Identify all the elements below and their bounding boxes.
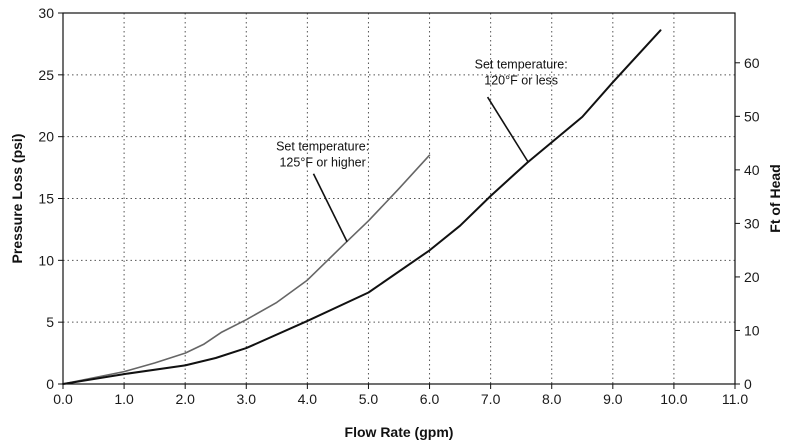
secondary-y-axis-title: Ft of Head	[767, 164, 783, 232]
annotation-line-1: Set temperature:	[475, 58, 568, 72]
series-line-low	[62, 29, 662, 385]
x-axis-title: Flow Rate (gpm)	[345, 424, 454, 440]
y-tick-label: 25	[38, 67, 54, 83]
y-tick-label: 15	[38, 191, 54, 207]
annotation-line-2: 120°F or less	[484, 74, 558, 88]
y-tick-label: 20	[38, 129, 54, 145]
chart-grid	[63, 13, 735, 384]
y-tick-label: 0	[46, 376, 54, 392]
annotation-line-2: 125°F or higher	[279, 155, 365, 169]
chart-ticks: 0.0 1.0 2.0 3.0 4.0 5.0 6.0 7.0 8.0 9.0 10.0 11.005…	[38, 5, 759, 407]
y2-tick-label: 10	[744, 322, 760, 338]
annotation-line-1: Set temperature:	[276, 139, 369, 153]
y-tick-label: 30	[38, 5, 54, 21]
x-tick-label: 0.0	[53, 391, 73, 407]
x-tick-label: 10.0	[660, 391, 687, 407]
y-tick-label: 5	[46, 314, 54, 330]
y-tick-label: 10	[38, 252, 54, 268]
x-tick-label: 9.0	[603, 391, 623, 407]
chart-annotations: Set temperature: 125°F or higher Set tempe…	[276, 58, 568, 243]
x-tick-label: 7.0	[481, 391, 501, 407]
x-tick-label: 11.0	[722, 391, 748, 407]
x-tick-label: 8.0	[542, 391, 562, 407]
y-axis-title: Pressure Loss (psi)	[9, 134, 25, 264]
annotation-leader-line	[486, 96, 530, 164]
y2-tick-label: 40	[744, 162, 760, 178]
x-tick-label: 3.0	[237, 391, 257, 407]
x-tick-label: 2.0	[175, 391, 195, 407]
y2-tick-label: 50	[744, 108, 760, 124]
plot-frame	[62, 12, 736, 385]
y2-tick-label: 20	[744, 269, 760, 285]
y2-tick-label: 0	[744, 376, 752, 392]
series-line-high	[62, 154, 431, 385]
x-tick-label: 4.0	[298, 391, 318, 407]
annotation-leader-line	[312, 173, 348, 243]
y2-tick-label: 30	[744, 215, 760, 231]
chart-series	[62, 29, 662, 385]
x-tick-label: 5.0	[359, 391, 379, 407]
x-tick-label: 1.0	[114, 391, 134, 407]
x-tick-label: 6.0	[420, 391, 440, 407]
y2-tick-label: 60	[744, 55, 760, 71]
